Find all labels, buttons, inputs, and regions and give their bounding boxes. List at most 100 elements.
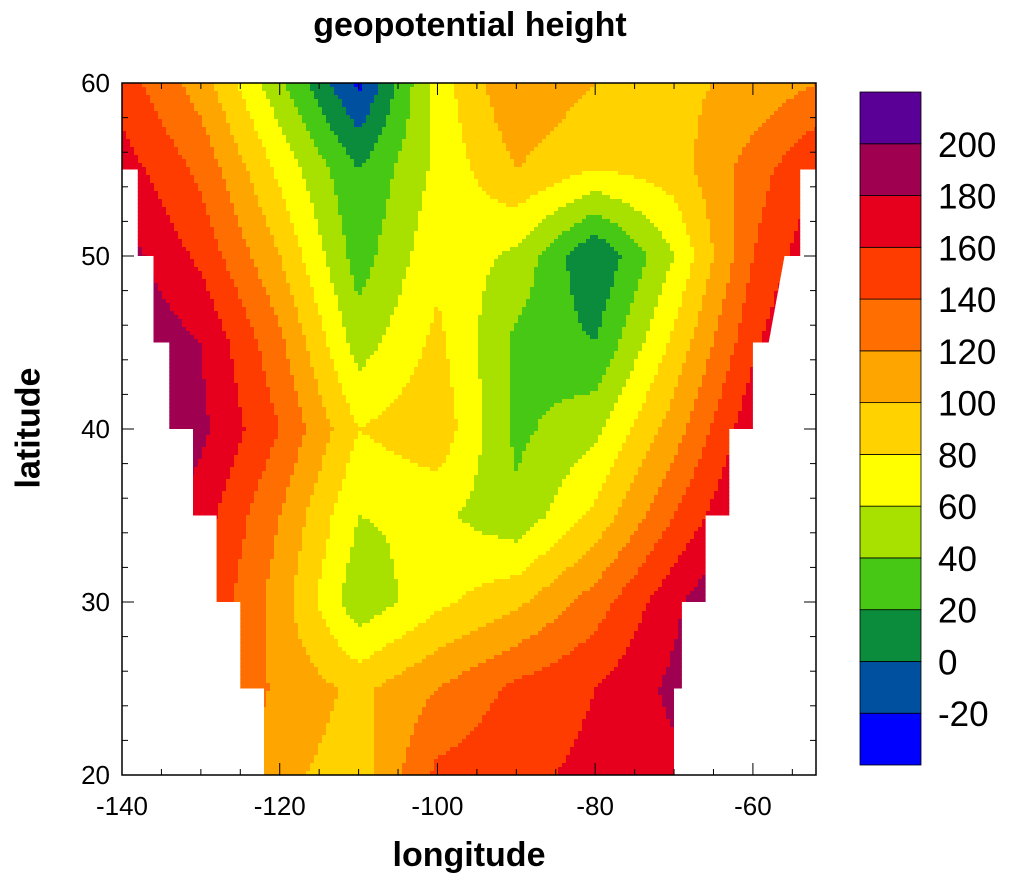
contour-cell [670, 179, 675, 184]
contour-cell [202, 119, 207, 124]
contour-cell [630, 147, 635, 152]
contour-cell [190, 175, 195, 180]
contour-cell [238, 107, 243, 112]
contour-cell [238, 171, 243, 176]
contour-cell [318, 147, 323, 152]
contour-cell [650, 191, 655, 196]
contour-cell [790, 139, 795, 144]
contour-cell [686, 151, 691, 156]
contour-cell [570, 111, 575, 116]
contour-cell [198, 111, 203, 116]
contour-cell [618, 103, 623, 108]
contour-cell [250, 103, 255, 108]
contour-cell [126, 95, 131, 100]
contour-cell [198, 139, 203, 144]
contour-cell [178, 115, 183, 120]
contour-cell [342, 147, 347, 152]
contour-cell [194, 171, 199, 176]
contour-cell [438, 107, 443, 112]
contour-cell [590, 191, 595, 196]
contour-cell [226, 131, 231, 136]
contour-cell [338, 127, 343, 132]
contour-cell [150, 139, 155, 144]
contour-cell [210, 123, 215, 128]
contour-cell [206, 139, 211, 144]
contour-cell [210, 179, 215, 184]
contour-cell [694, 103, 699, 108]
contour-cell [142, 163, 147, 168]
contour-cell [414, 147, 419, 152]
contour-cell [138, 167, 143, 172]
contour-cell [450, 119, 455, 124]
contour-cell [598, 191, 603, 196]
contour-cell [326, 191, 331, 196]
contour-cell [406, 99, 411, 104]
contour-cell [342, 191, 347, 196]
contour-cell [190, 143, 195, 148]
contour-cell [626, 103, 631, 108]
contour-cell [134, 183, 139, 188]
contour-cell [634, 139, 639, 144]
contour-cell [550, 95, 555, 100]
contour-cell [542, 99, 547, 104]
contour-cell [762, 143, 767, 148]
contour-cell [278, 103, 283, 108]
contour-cell [774, 91, 779, 96]
contour-cell [642, 171, 647, 176]
contour-cell [210, 131, 215, 136]
contour-cell [318, 191, 323, 196]
contour-cell [714, 191, 719, 196]
contour-cell [674, 127, 679, 132]
contour-cell [794, 159, 799, 164]
contour-cell [742, 127, 747, 132]
contour-cell [358, 111, 363, 116]
contour-cell [802, 151, 807, 156]
contour-cell [546, 111, 551, 116]
contour-cell [298, 183, 303, 188]
contour-cell [478, 123, 483, 128]
contour-cell [746, 143, 751, 148]
contour-cell [462, 91, 467, 96]
contour-cell [470, 91, 475, 96]
contour-cell [766, 103, 771, 108]
contour-cell [254, 195, 259, 200]
contour-cell [506, 135, 511, 140]
contour-cell [638, 123, 643, 128]
contour-cell [734, 111, 739, 116]
contour-cell [630, 107, 635, 112]
contour-cell [598, 99, 603, 104]
contour-cell [742, 175, 747, 180]
contour-cell [670, 155, 675, 160]
contour-cell [482, 123, 487, 128]
contour-cell [318, 139, 323, 144]
contour-cell [738, 163, 743, 168]
contour-cell [518, 119, 523, 124]
contour-cell [758, 119, 763, 124]
contour-cell [174, 95, 179, 100]
contour-cell [490, 183, 495, 188]
contour-cell [782, 183, 787, 188]
contour-cell [678, 115, 683, 120]
contour-cell [626, 139, 631, 144]
contour-cell [574, 155, 579, 160]
contour-cell [206, 191, 211, 196]
contour-cell [502, 139, 507, 144]
contour-cell [710, 143, 715, 148]
contour-cell [510, 103, 515, 108]
contour-cell [746, 147, 751, 152]
contour-cell [210, 143, 215, 148]
contour-cell [214, 107, 219, 112]
contour-cell [542, 127, 547, 132]
contour-cell [602, 95, 607, 100]
contour-cell [198, 131, 203, 136]
contour-cell [526, 195, 531, 200]
contour-cell [626, 159, 631, 164]
contour-cell [642, 143, 647, 148]
contour-cell [322, 123, 327, 128]
contour-cell [222, 195, 227, 200]
contour-cell [506, 179, 511, 184]
contour-cell [274, 99, 279, 104]
contour-cell [606, 151, 611, 156]
contour-cell [382, 155, 387, 160]
contour-cell [598, 139, 603, 144]
